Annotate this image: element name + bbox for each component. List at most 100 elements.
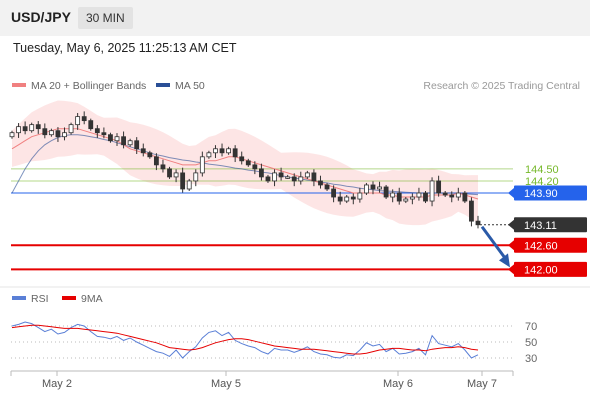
level-label: 144.50 — [525, 164, 559, 176]
candle — [442, 192, 448, 196]
level-label: 144.20 — [525, 176, 559, 188]
candle — [173, 172, 179, 178]
candle — [259, 168, 264, 178]
pivot-tag — [514, 185, 587, 201]
candle — [199, 156, 205, 174]
candle — [160, 164, 166, 170]
candle — [35, 124, 41, 130]
header-bar: USD/JPY 30 MIN — [0, 0, 590, 36]
candle — [291, 176, 297, 182]
candle — [311, 172, 317, 182]
candle — [469, 200, 474, 222]
candle — [331, 188, 337, 198]
timestamp: Tuesday, May 6, 2025 11:25:13 AM CET — [13, 41, 237, 55]
candle — [449, 194, 455, 198]
candle — [390, 192, 396, 198]
candle — [429, 180, 435, 202]
candle — [121, 136, 126, 146]
legend-ma9: 9MA — [62, 293, 103, 305]
rsi-tick-label: 30 — [525, 353, 537, 365]
candle — [245, 160, 251, 166]
timeframe-button[interactable]: 30 MIN — [78, 7, 133, 29]
x-tick-label: May 7 — [467, 378, 497, 390]
ma9-swatch — [62, 296, 76, 301]
candle — [285, 176, 291, 179]
candle — [88, 120, 94, 130]
candle — [383, 186, 389, 198]
candle — [134, 140, 140, 150]
candle — [22, 126, 28, 132]
candle — [370, 184, 376, 190]
candle — [462, 192, 468, 202]
candle — [226, 148, 231, 154]
candle — [114, 136, 120, 142]
candle — [265, 176, 271, 182]
candle — [101, 132, 107, 136]
candle — [403, 198, 409, 202]
candle — [416, 192, 422, 198]
symbol-label: USD/JPY — [11, 9, 71, 25]
ma20-swatch — [12, 83, 26, 88]
candle — [272, 172, 277, 182]
legend-rsi: RSI — [12, 293, 49, 305]
candle — [94, 128, 100, 134]
candle — [29, 124, 35, 132]
candle — [147, 152, 153, 158]
candle — [193, 172, 199, 182]
candle — [409, 196, 415, 200]
rsi-swatch — [12, 296, 26, 301]
legend-rsi-label: RSI — [31, 293, 49, 305]
candle — [304, 172, 310, 178]
candle — [337, 196, 343, 202]
level-label: 143.90 — [524, 188, 558, 200]
legend-ma20-label: MA 20 + Bollinger Bands — [31, 80, 147, 92]
forecast-arrow — [480, 225, 508, 261]
candle — [377, 186, 382, 190]
ma50-line — [11, 134, 479, 196]
candle — [455, 192, 461, 198]
candle — [213, 148, 218, 154]
candle — [55, 130, 61, 138]
candle — [62, 132, 67, 138]
candle — [350, 196, 356, 200]
current-tag-pointer — [508, 219, 514, 230]
candle — [68, 124, 74, 134]
support-tag — [514, 261, 587, 277]
candle — [75, 116, 81, 126]
candle — [140, 148, 146, 154]
level-label: 143.11 — [524, 220, 557, 232]
rsi-tick-label: 50 — [525, 337, 537, 349]
legend-ma50-label: MA 50 — [175, 80, 205, 92]
candle — [239, 156, 245, 162]
candle — [127, 140, 133, 146]
candle — [318, 180, 323, 186]
candle — [186, 180, 192, 190]
candle — [232, 148, 238, 158]
candle — [344, 196, 350, 202]
candle — [436, 180, 442, 194]
candle — [108, 134, 113, 142]
rsi-ma-line — [11, 324, 479, 355]
x-tick-label: May 2 — [42, 378, 72, 390]
legend-ma20: MA 20 + Bollinger Bands — [12, 80, 146, 92]
candle — [324, 184, 330, 190]
level-label: 142.60 — [524, 240, 558, 252]
candle — [278, 172, 284, 178]
x-tick-label: May 5 — [211, 378, 241, 390]
x-tick-label: May 6 — [383, 378, 413, 390]
candle — [16, 126, 21, 134]
candle — [48, 130, 54, 136]
ma50-swatch — [156, 83, 170, 88]
current-tag — [514, 217, 587, 233]
rsi-tick-label: 70 — [525, 321, 537, 333]
credit-text: Research © 2025 Trading Central — [423, 80, 580, 92]
legend-ma9-label: 9MA — [81, 293, 103, 305]
candle — [167, 168, 172, 178]
candle — [357, 192, 363, 200]
support-tag — [514, 237, 587, 253]
candle — [252, 164, 258, 170]
forecast-arrow-head — [499, 253, 510, 268]
candle — [206, 152, 212, 158]
candle — [219, 148, 225, 154]
